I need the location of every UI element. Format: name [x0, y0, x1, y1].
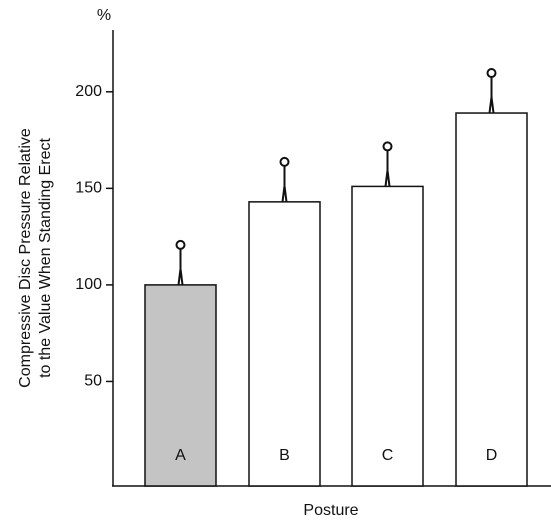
bar-category-label: D — [486, 447, 498, 464]
posture-figure — [384, 142, 392, 186]
y-unit: % — [97, 7, 111, 24]
bar — [249, 202, 320, 486]
posture-figure — [488, 69, 496, 113]
bar — [352, 186, 423, 486]
posture-figure — [177, 241, 185, 285]
y-tick-label: 150 — [75, 180, 102, 197]
y-tick-label: 200 — [75, 83, 102, 100]
chart: % Compressive Disc Pressure Relative to … — [0, 0, 551, 525]
bar — [456, 113, 527, 486]
x-axis-title: Posture — [303, 502, 358, 519]
bar-category-label: B — [279, 447, 290, 464]
bar-category-label: A — [175, 447, 186, 464]
bar-category-label: C — [382, 447, 394, 464]
y-axis-title-line: to the Value When Standing Erect — [37, 138, 54, 378]
y-axis-title-line: Compressive Disc Pressure Relative — [17, 128, 34, 388]
y-tick-label: 50 — [84, 373, 102, 390]
posture-figure — [281, 158, 289, 202]
y-axis-title: Compressive Disc Pressure Relative to th… — [17, 128, 54, 388]
y-tick-label: 100 — [75, 276, 102, 293]
